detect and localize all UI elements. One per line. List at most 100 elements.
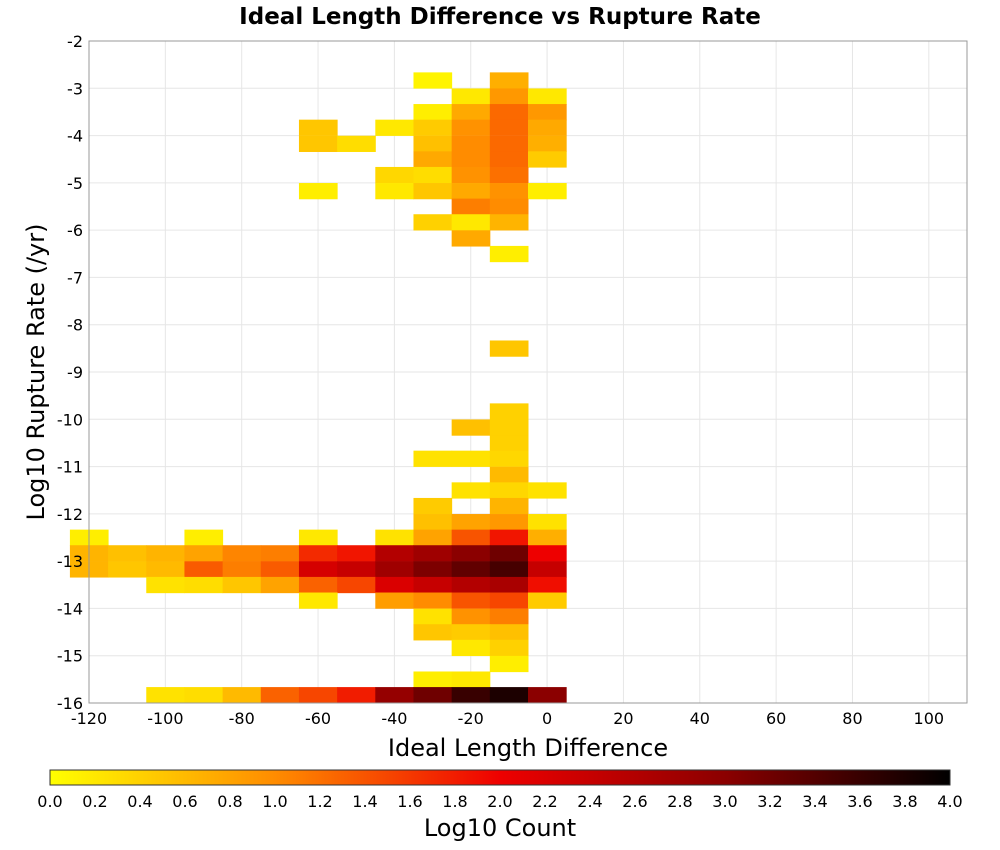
heatmap-cell (489, 466, 529, 483)
heatmap-cell (489, 482, 529, 499)
heatmap-cell (375, 576, 414, 594)
heatmap-cell (413, 166, 453, 184)
heatmap-cell (489, 497, 529, 515)
colorbar-tick-label: 3.6 (847, 792, 872, 811)
heatmap-cell (489, 72, 529, 89)
x-tick-label: -40 (381, 709, 407, 728)
heatmap-cell (451, 687, 491, 704)
heatmap-cell (184, 529, 224, 546)
x-tick-label: 20 (613, 709, 633, 728)
x-tick-label: 40 (690, 709, 710, 728)
heatmap-cell (413, 119, 453, 136)
x-tick-label: -20 (458, 709, 484, 728)
colorbar-tick-label: 1.4 (352, 792, 377, 811)
heatmap-cell (184, 561, 224, 578)
colorbar-tick-label: 0.2 (82, 792, 107, 811)
heatmap-cell (108, 545, 147, 562)
heatmap-cell (451, 419, 491, 436)
x-tick-label: -60 (305, 709, 331, 728)
heatmap-cell (489, 592, 529, 609)
heatmap-cell (146, 561, 185, 578)
heatmap-cell (489, 198, 529, 215)
heatmap-cell (298, 183, 338, 200)
heatmap-cell (489, 340, 529, 357)
heatmap-cell (451, 151, 491, 168)
heatmap-cell (337, 561, 376, 578)
colorbar-tick-label: 2.2 (532, 792, 557, 811)
heatmap-cell (413, 545, 453, 562)
heatmap-cell (528, 529, 567, 546)
heatmap-cell (489, 151, 529, 168)
heatmap-cell (222, 561, 262, 578)
colorbar-tick-label: 3.0 (712, 792, 737, 811)
y-tick-label: -7 (67, 268, 83, 287)
y-tick-label: -4 (67, 127, 83, 146)
heatmap-cell (451, 135, 491, 152)
heatmap-cell (413, 450, 453, 467)
y-tick-labels: -16 -15 -14 -13 -12 -11 -10 -9 -8 -7 -6 -5 -4 -3 -2 (57, 32, 83, 713)
heatmap-cell (375, 561, 414, 578)
heatmap-cell (528, 545, 567, 562)
colorbar-tick-label: 1.2 (307, 792, 332, 811)
heatmap-cell (451, 608, 491, 625)
heatmap-cell (489, 687, 529, 704)
y-tick-label: -15 (57, 647, 83, 666)
y-tick-label: -9 (67, 363, 83, 382)
y-tick-label: -8 (67, 316, 83, 335)
heatmap-cell (528, 561, 567, 578)
heatmap-cell (528, 88, 567, 105)
heatmap-cell (298, 135, 338, 152)
colorbar-tick-label: 2.4 (577, 792, 602, 811)
colorbar (49, 769, 951, 786)
y-tick-label: -13 (57, 552, 83, 571)
x-axis-label: Ideal Length Difference (388, 734, 668, 762)
y-tick-label: -2 (67, 32, 83, 51)
heatmap-cell (528, 151, 567, 168)
heatmap-cell (489, 245, 529, 263)
heatmap-cell (413, 497, 453, 515)
heatmap-cell (451, 561, 491, 578)
heatmap-cell (298, 576, 338, 594)
heatmap-cell (108, 561, 147, 578)
heatmap-cell (489, 88, 529, 105)
heatmap-cell (298, 529, 338, 546)
heatmap-cell (375, 119, 414, 136)
heatmap-cell (489, 450, 529, 467)
colorbar-tick-label: 4.0 (937, 792, 962, 811)
heatmap-cell (489, 514, 529, 531)
heatmap-cell (451, 624, 491, 641)
heatmap-cell (337, 576, 376, 594)
heatmap-cell (489, 529, 529, 546)
heatmap-cell (489, 655, 529, 673)
heatmap-cell (528, 183, 567, 200)
y-tick-label: -12 (57, 505, 83, 524)
heatmap-cell (337, 135, 376, 152)
heatmap-cell (451, 214, 491, 231)
heatmap-cell (489, 119, 529, 136)
y-tick-label: -14 (57, 599, 83, 618)
heatmap-cell (489, 419, 529, 436)
colorbar-tick-label: 0.4 (127, 792, 152, 811)
heatmap-cell (489, 639, 529, 657)
x-tick-label: -120 (71, 709, 107, 728)
heatmap-cell (413, 104, 453, 121)
y-tick-label: -6 (67, 221, 83, 240)
heatmap-cell (146, 576, 185, 594)
heatmap-cell (451, 230, 491, 247)
heatmap-cell (528, 135, 567, 152)
y-tick-label: -11 (57, 458, 83, 477)
chart-title: Ideal Length Difference vs Rupture Rate (239, 4, 761, 30)
heatmap-cell (451, 529, 491, 546)
heatmap-cell (413, 214, 453, 231)
colorbar-label: Log10 Count (424, 814, 576, 842)
heatmap-cell (489, 166, 529, 184)
heatmap-cell (298, 119, 338, 136)
heatmap-cell (528, 119, 567, 136)
colorbar-tick-label: 2.8 (667, 792, 692, 811)
heatmap-cell (451, 671, 491, 688)
heatmap-cell (375, 687, 414, 704)
heatmap-cell (451, 88, 491, 105)
heatmap-cell (146, 545, 185, 562)
heatmap-cell (375, 529, 414, 546)
